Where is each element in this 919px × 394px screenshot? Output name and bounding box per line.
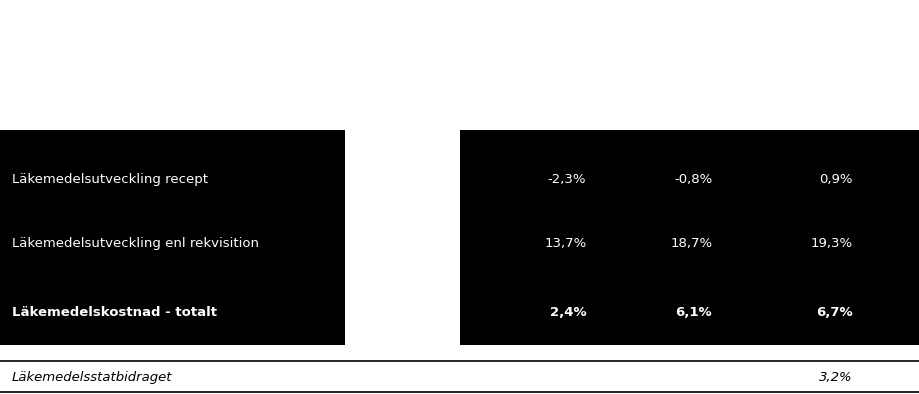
- Bar: [0, 130, 345, 345]
- Text: Läkemedelsstatbidraget: Läkemedelsstatbidraget: [12, 371, 173, 384]
- Text: Läkemedelsutveckling recept: Läkemedelsutveckling recept: [12, 173, 208, 186]
- Text: -2,3%: -2,3%: [548, 173, 586, 186]
- Text: 3,2%: 3,2%: [819, 371, 853, 384]
- Text: Läkemedelsutveckling enl rekvisition: Läkemedelsutveckling enl rekvisition: [12, 237, 259, 250]
- Text: 19,3%: 19,3%: [811, 237, 853, 250]
- Text: Läkemedelskostnad - totalt: Läkemedelskostnad - totalt: [12, 306, 217, 319]
- Text: 13,7%: 13,7%: [544, 237, 586, 250]
- Text: 2,4%: 2,4%: [550, 306, 586, 319]
- Text: 6,1%: 6,1%: [675, 306, 712, 319]
- Text: 18,7%: 18,7%: [670, 237, 712, 250]
- Text: 6,7%: 6,7%: [816, 306, 853, 319]
- Text: 0,9%: 0,9%: [820, 173, 853, 186]
- Text: -0,8%: -0,8%: [674, 173, 712, 186]
- Bar: [460, 130, 919, 345]
